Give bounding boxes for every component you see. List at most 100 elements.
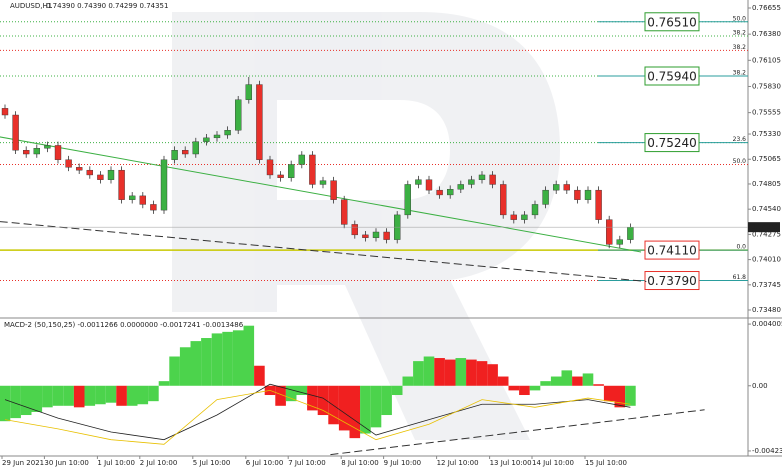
histogram-bar	[593, 384, 604, 386]
candle-body	[574, 189, 581, 200]
histogram-bar	[317, 385, 329, 416]
candle-body	[584, 189, 592, 200]
histogram-bar	[381, 385, 392, 416]
fib-label: 23.6	[733, 136, 747, 143]
histogram-bar	[529, 385, 541, 391]
y-tick-label: 0.74540	[752, 205, 781, 213]
histogram-bar	[434, 358, 445, 386]
price-tag-label: 0.74110	[647, 244, 697, 258]
candle-body	[12, 114, 19, 151]
histogram-bar	[625, 385, 636, 406]
histogram-bar	[582, 373, 594, 386]
y-tick-label: 0.74275	[752, 230, 781, 238]
fib-label: 61.8	[733, 274, 747, 281]
histogram-bar	[52, 385, 64, 406]
candle-body	[553, 184, 560, 191]
candle-body	[203, 137, 210, 142]
histogram-bar	[0, 385, 11, 422]
candle-body	[309, 154, 316, 185]
histogram-bar	[444, 359, 456, 386]
candle-body	[171, 150, 178, 160]
candle-body	[65, 159, 72, 168]
indicator-line	[4, 389, 631, 445]
candle-body	[415, 179, 422, 185]
candle-body	[319, 180, 327, 185]
candle-body	[213, 134, 221, 139]
y-tick-label: 0.75330	[752, 130, 781, 138]
candle-body	[542, 189, 549, 205]
histogram-bar	[232, 330, 244, 386]
candle-body	[489, 174, 496, 185]
candle-body	[298, 154, 305, 165]
candle-body	[330, 180, 337, 200]
candle-body	[531, 204, 539, 216]
candle-body	[86, 169, 94, 176]
y-tick-label: 0.75065	[752, 155, 781, 163]
fib-label: 0.0	[736, 244, 746, 251]
price-tag	[644, 12, 700, 32]
histogram-bar	[190, 341, 202, 386]
y-tick-label: -0.004232	[752, 447, 782, 455]
histogram-bar	[423, 356, 435, 386]
histogram-bar	[211, 333, 223, 386]
histogram-bar	[402, 376, 414, 386]
candle-body	[139, 195, 147, 205]
candle-body	[1, 108, 9, 116]
candle-body	[107, 169, 115, 180]
candle-body	[436, 189, 443, 196]
candle-body	[118, 169, 125, 200]
candle-body	[192, 141, 200, 155]
candle-body	[468, 179, 475, 185]
candle-body	[425, 179, 433, 191]
y-tick-label: 0.76380	[752, 30, 781, 38]
y-tick-label: 0.75830	[752, 82, 781, 90]
histogram-bar	[169, 356, 180, 386]
candle-body	[181, 150, 189, 155]
fib-label: 50.0	[733, 158, 747, 165]
histogram-bar	[455, 358, 467, 386]
x-tick-label: 8 Jul 10:00	[341, 459, 379, 467]
histogram-bar	[391, 385, 403, 396]
candle-body	[234, 99, 242, 131]
candle-body	[288, 164, 295, 178]
candle-body	[44, 145, 51, 149]
histogram-bar	[95, 385, 106, 405]
fib-label: 50.0	[733, 15, 747, 22]
histogram-bar	[519, 385, 530, 396]
histogram-bar	[603, 385, 615, 402]
trendline	[330, 409, 705, 456]
histogram-bar	[243, 325, 255, 386]
histogram-bar	[413, 361, 424, 386]
y-tick-label: 0.76105	[752, 56, 781, 64]
x-tick-label: 9 Jul 10:00	[384, 459, 422, 467]
histogram-bar	[179, 347, 191, 386]
candle-body	[362, 234, 369, 238]
y-tick-label: 0.76655	[752, 4, 781, 12]
histogram-bar	[572, 376, 583, 386]
fib-label: 38.2	[733, 44, 747, 51]
candle-body	[224, 130, 231, 136]
histogram-bar	[307, 385, 318, 411]
y-tick-label: 0.74010	[752, 256, 781, 264]
histogram-bar	[550, 376, 562, 386]
candle-body	[404, 184, 411, 216]
candle-body	[595, 189, 602, 220]
candle-body	[160, 159, 168, 211]
x-tick-label: 5 Jul 10:00	[193, 459, 231, 467]
histogram-bar	[476, 361, 488, 386]
candle-body	[266, 159, 274, 176]
x-tick-label: 15 Jul 10:00	[585, 459, 627, 467]
histogram-bar	[349, 385, 361, 439]
chart-subtitle: 0.74390 0.74390 0.74299 0.74351	[46, 2, 168, 10]
histogram-bar	[31, 385, 43, 412]
price-tag-label: 0.75940	[647, 70, 697, 84]
y-tick-label: 0.74805	[752, 180, 781, 188]
candle-body	[33, 148, 40, 155]
y-tick-label: 0.75555	[752, 109, 781, 117]
x-tick-label: 14 Jul 10:00	[532, 459, 574, 467]
histogram-bar	[497, 376, 509, 386]
histogram-bar	[254, 365, 265, 386]
candle-body	[457, 184, 464, 190]
histogram-bar	[148, 385, 159, 402]
